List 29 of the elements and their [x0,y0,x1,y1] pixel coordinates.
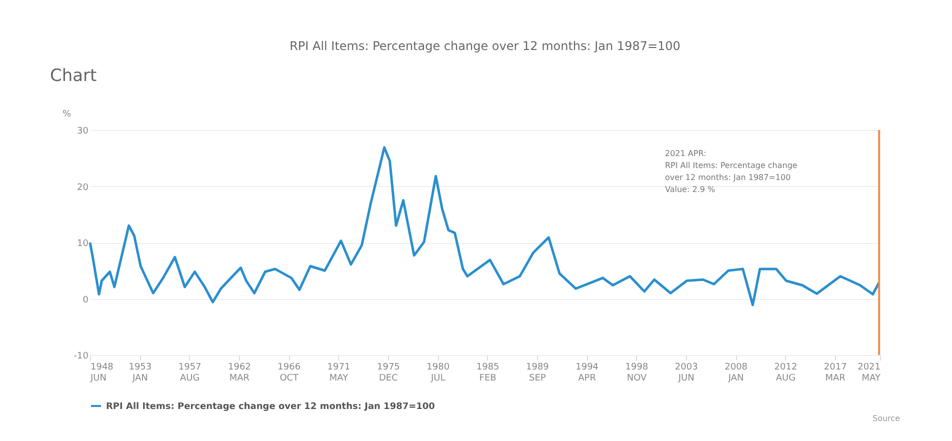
x-tick-label: 1953 JAN [128,362,152,384]
x-tick-label: 1971 MAY [327,362,350,384]
legend-label: RPI All Items: Percentage change over 12 months: Jan 1987=100 [106,402,435,412]
y-tick-label: 30 [77,126,89,136]
y-tick-label: 0 [82,295,89,306]
y-tick-label: 10 [77,239,89,249]
annotation: 2021 APR: RPI All Items: Percentage change over 12 months: Jan 1987=100 Value: 2.9 % [665,149,798,194]
text: Source [872,414,900,423]
y-tick-label: 20 [77,182,89,193]
x-tick-label: 1989 SEP [526,362,550,384]
chart-title: RPI All Items: Percentage change over 12 months: Jan 1987=100 [290,39,680,53]
x-tick-label: 2008 JAN [724,362,748,384]
x-tick-label: 1980 JUL [426,362,450,384]
x-tick-label: 1975 DEC [376,362,400,384]
y-axis-title: % [62,110,72,120]
x-tick-label: 1994 APR [576,362,599,384]
x-tick-label: 1957 AUG [178,362,202,384]
line-series [88,146,880,306]
x-tick-label: 1948 JUN [90,362,114,384]
x-tick-label: 2012 AUG [774,362,798,384]
x-tick-label: 1962 MAR [228,362,251,384]
x-tick-label: 2021 MAY [858,362,881,384]
text: Chart [50,66,98,86]
x-tick-label: 2017 MAR [824,362,847,384]
y-tick-label: -10 [74,352,89,362]
x-tick-label: 1998 NOV [625,362,648,384]
x-tick-label: 1985 FEB [476,362,500,384]
x-tick-label: 1966 OCT [278,362,301,384]
x-tick-label: 2003 JUN [674,362,698,384]
